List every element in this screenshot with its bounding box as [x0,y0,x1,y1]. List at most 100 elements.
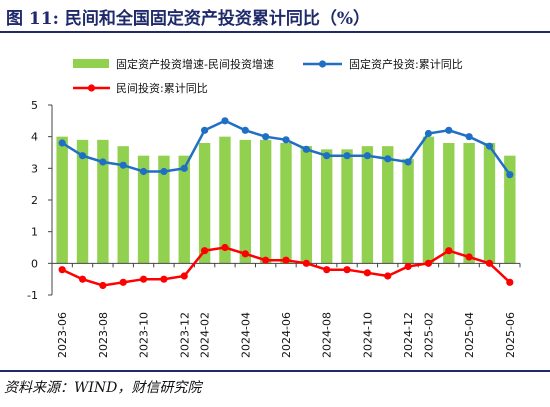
series-point [282,256,290,264]
title-rule [0,31,550,33]
figure-title-text: 民间和全国固定资产投资累计同比（%） [64,9,371,29]
series-point [485,142,494,150]
bar [320,149,333,264]
plot-area: -1 0 1 2 3 4 5 2023-06 2023-08 2023-10 2023-12 2024… [27,57,521,358]
x-tick-label: 2025-06 [504,312,517,358]
series-point [119,161,127,169]
legend-marker [318,60,327,68]
series-point [363,152,371,160]
series-point [445,126,453,134]
x-tick-label: 2024-06 [280,312,293,358]
bar [382,146,394,264]
series-point [201,126,209,134]
source-rule [0,370,550,372]
source-note: 资料来源：WIND，财信研究院 [4,380,202,396]
series-point [139,167,148,176]
bar [137,155,150,264]
legend-marker [87,84,96,92]
y-tick-label: 5 [31,99,38,112]
legend-label: 民间投资:累计同比 [116,81,208,95]
series-point [78,275,87,283]
x-tick-label: 2023-10 [138,312,151,358]
x-tick-label: 2024-02 [199,312,212,358]
x-tick-label: 2023-12 [178,312,191,358]
bar [97,139,109,264]
series-point [384,272,392,280]
bar [443,143,455,264]
y-tick-label: 3 [31,162,38,175]
legend-label: 固定资产投资增速-民间投资增速 [116,57,274,71]
bar [239,139,252,264]
bar [280,143,292,264]
bar [463,143,475,264]
series-point [323,152,331,160]
bar [117,146,129,264]
series-point [221,243,229,252]
x-tick-label: 2024-04 [239,312,252,358]
series-point [424,129,433,138]
series-point [221,117,229,125]
y-tick-label: -1 [27,289,38,302]
series-point [404,158,412,166]
series-point [58,139,66,147]
x-tick-label: 2024-12 [402,312,415,358]
x-tick-label: 2025-04 [463,312,476,358]
x-tick-label: 2023-08 [97,312,110,358]
series-point [241,126,249,134]
bar [76,139,89,264]
x-tick-label: 2023-06 [56,312,69,358]
series-point [78,152,87,160]
series-point [180,164,188,172]
bar [259,139,272,264]
series-point [506,171,514,179]
bar [422,136,435,264]
series-point [323,266,331,274]
bar [56,136,68,264]
series-point [262,133,270,141]
series-point [99,158,107,166]
x-tick-label: 2024-10 [361,312,374,358]
series-point [262,256,270,264]
series-point [404,262,412,271]
bar [341,149,353,264]
series-point [506,278,514,286]
bar [361,146,374,264]
series-point [302,145,310,153]
series-point [343,266,351,274]
series-point [180,272,188,280]
bar [178,155,190,264]
series-point [485,259,494,267]
y-tick-label: 1 [31,226,38,239]
series-point [119,278,127,286]
chart: -1 0 1 2 3 4 5 2023-06 2023-08 2023-10 2023-12 2024… [27,57,521,358]
bar [158,155,170,264]
series-point [282,136,290,144]
y-tick-label: 2 [31,194,38,207]
legend-swatch-bar [73,59,109,68]
series-point [363,269,371,277]
series-point [139,275,148,283]
series-point [302,259,310,267]
series-point [58,266,66,274]
bar [402,158,414,264]
y-tick-label: 4 [31,131,38,144]
series-point [384,155,392,163]
series-point [99,281,107,290]
series-point [201,247,209,255]
series-point [465,253,473,261]
legend-label: 固定资产投资:累计同比 [349,57,463,71]
series-point [424,259,433,267]
bar [219,136,231,264]
x-tick-label: 2024-08 [321,312,334,358]
bar [198,143,211,264]
y-tick-label: 0 [31,257,38,270]
x-tick-label: 2025-02 [422,312,435,358]
figure-number: 图 11: [6,9,59,29]
series-point [343,152,351,160]
series-point [241,250,249,258]
series-point [445,247,453,255]
bar [300,146,313,264]
bar [504,155,516,264]
series-point [160,275,168,283]
series-point [160,167,168,176]
